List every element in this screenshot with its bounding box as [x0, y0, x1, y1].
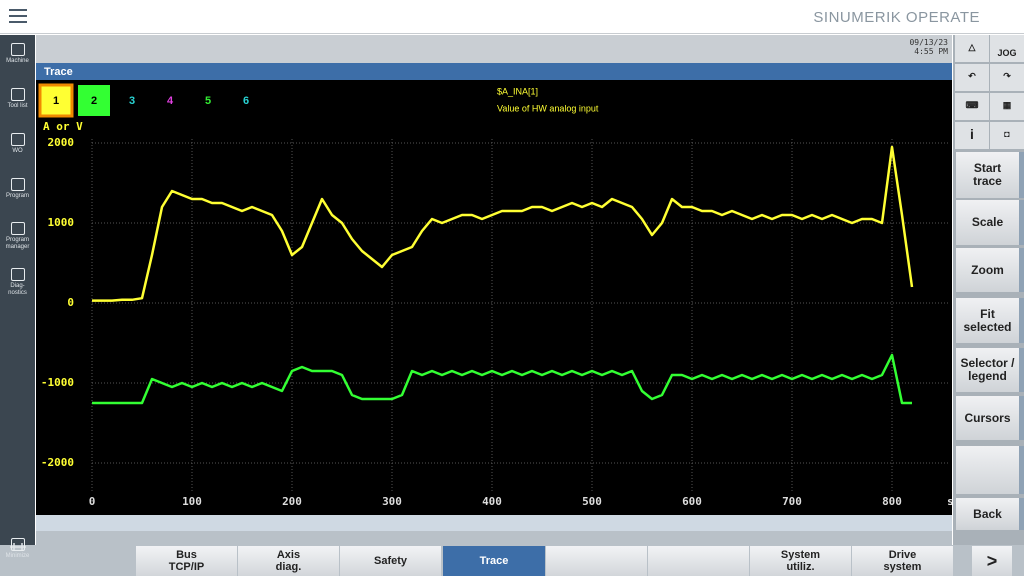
redo[interactable]: ↷	[990, 64, 1024, 91]
x-tick-label: 800	[882, 495, 902, 508]
softkey[interactable]: Fit selected	[956, 298, 1024, 343]
horizontal-softkey[interactable]: Trace	[443, 546, 545, 576]
sidebar-label: Program manager	[5, 237, 30, 250]
softkey-empty[interactable]	[956, 446, 1024, 494]
jog-mode[interactable]: JOG	[990, 35, 1024, 62]
y-tick-label: -2000	[41, 456, 74, 469]
y-axis-title: A or V	[43, 120, 83, 133]
horizontal-softkey-empty[interactable]	[546, 546, 647, 576]
sidebar-label: Tool list	[7, 103, 28, 109]
sidebar-item[interactable]: Program	[0, 178, 35, 200]
channel-label: 6	[243, 95, 249, 107]
scroll-bar	[36, 515, 952, 531]
y-tick-label: -1000	[41, 376, 74, 389]
sidebar-item[interactable]: Tool list	[0, 88, 35, 110]
sidebar-label: WO	[12, 148, 23, 154]
icon	[10, 43, 25, 56]
sidebar-item[interactable]: WO	[0, 133, 35, 155]
sidebar-label: Machine	[6, 58, 29, 64]
channel-box	[38, 83, 74, 118]
sidebar-label: Program	[5, 193, 29, 199]
minimize-icon[interactable]	[10, 539, 26, 555]
date: 09/13/23	[909, 38, 948, 47]
keyboard[interactable]: ⌨	[955, 93, 989, 120]
trace-line	[92, 353, 912, 405]
status-line	[36, 531, 952, 545]
signal-description: Value of HW analog input	[497, 103, 599, 113]
x-tick-label: 200	[282, 495, 302, 508]
icon	[10, 222, 25, 235]
softkey[interactable]: Scale	[956, 200, 1024, 245]
x-tick-label: 0	[89, 495, 96, 508]
horizontal-softkey[interactable]: Bus TCP/IP	[136, 546, 237, 576]
y-tick-label: 0	[67, 296, 74, 309]
sidebar-item[interactable]: Program manager	[0, 222, 35, 251]
x-tick-label: 700	[782, 495, 802, 508]
icon	[10, 88, 25, 101]
x-tick-label: 400	[482, 495, 502, 508]
softkey[interactable]: Selector / legend	[956, 348, 1024, 392]
sidebar-label: Diag- nostics	[8, 283, 27, 296]
screenshot[interactable]: ◘	[990, 122, 1024, 149]
x-tick-label: 500	[582, 495, 602, 508]
softkey[interactable]: Cursors	[956, 396, 1024, 440]
date-time: 09/13/23 4:55 PM	[909, 38, 948, 56]
icon	[10, 178, 25, 191]
info[interactable]: i	[955, 122, 989, 149]
signal-name: $A_INA[1]	[497, 86, 538, 96]
window-title: Trace	[36, 63, 952, 80]
sidebar-item[interactable]: Diag- nostics	[0, 268, 35, 297]
sidebar-item[interactable]: Machine	[0, 43, 35, 65]
brand: SINUMERIK OPERATE	[813, 9, 980, 26]
time: 4:55 PM	[914, 47, 948, 56]
x-tick-label: 100	[182, 495, 202, 508]
channel-label: 3	[129, 95, 135, 107]
channel-label: 1	[53, 95, 59, 107]
alarm-icon[interactable]: △	[955, 35, 989, 62]
icon	[10, 538, 25, 551]
channel-label: 4	[167, 95, 174, 107]
horizontal-softkey[interactable]: >	[972, 546, 1012, 576]
softkey[interactable]: Back	[956, 498, 1024, 530]
softkey[interactable]: Zoom	[956, 248, 1024, 292]
trace-line	[92, 145, 914, 302]
trace-chart: 1 2 3 4 5 6 $A_INA[1] Value of HW analog input A…	[36, 80, 952, 515]
channel-label: 2	[91, 95, 97, 107]
status-header: 09/13/23 4:55 PM	[36, 35, 952, 63]
x-tick-label: 300	[382, 495, 402, 508]
horizontal-softkey[interactable]: System utiliz.	[750, 546, 851, 576]
softkey[interactable]: Start trace	[956, 152, 1024, 198]
top-bar: SINUMERIK OPERATE	[0, 0, 1024, 34]
horizontal-softkey[interactable]: Axis diag.	[238, 546, 339, 576]
sidebar-item[interactable]: Minimize	[0, 538, 35, 560]
icon	[10, 268, 25, 281]
x-axis-title: s	[947, 495, 952, 508]
horizontal-softkey-empty[interactable]	[648, 546, 749, 576]
y-tick-label: 1000	[48, 216, 75, 229]
icon	[10, 133, 25, 146]
horizontal-softkey[interactable]: Safety	[340, 546, 441, 576]
menu-button[interactable]	[9, 9, 27, 23]
channel-box	[78, 85, 110, 116]
y-tick-label: 2000	[48, 136, 75, 149]
channel-label: 5	[205, 95, 211, 107]
x-tick-label: 600	[682, 495, 702, 508]
calculator[interactable]: ▦	[990, 93, 1024, 120]
sidebar-label: Minimize	[5, 553, 30, 559]
sidebar	[0, 35, 35, 576]
horizontal-softkey[interactable]: Drive system	[852, 546, 953, 576]
undo[interactable]: ↶	[955, 64, 989, 91]
